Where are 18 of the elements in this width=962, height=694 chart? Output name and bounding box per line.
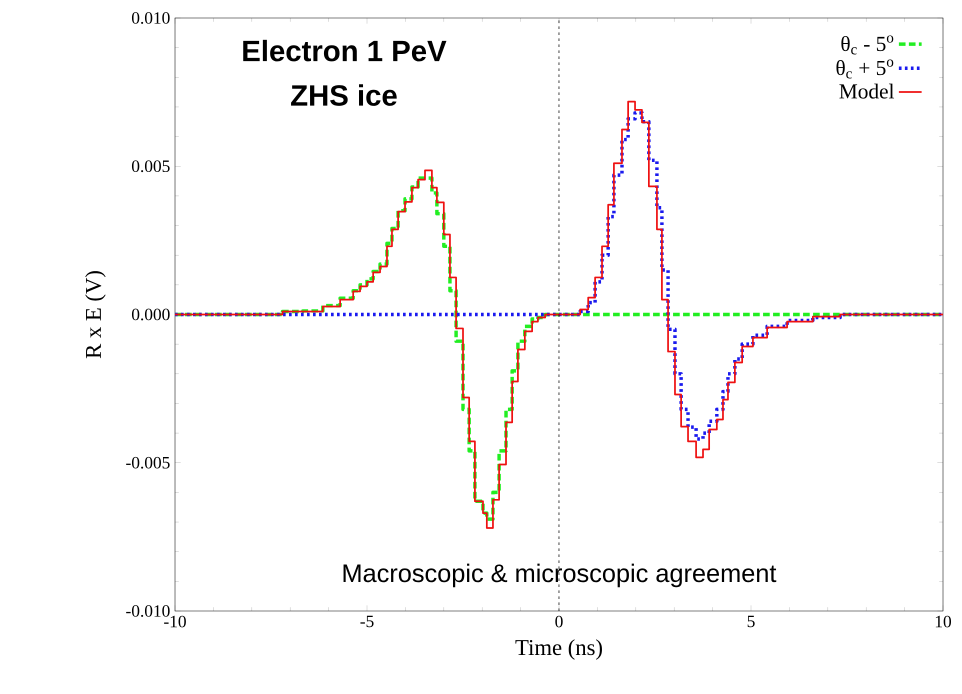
y-tick-label: 0.010 bbox=[132, 12, 170, 24]
annotation: Macroscopic & microscopic agreement bbox=[344, 564, 776, 588]
y-tick-label: 0.000 bbox=[132, 308, 170, 320]
y-axis-title: R x E (V) bbox=[85, 271, 106, 358]
x-tick-label: 5 bbox=[748, 616, 755, 628]
x-tick-label: -10 bbox=[164, 616, 186, 628]
y-tick-label: 0.005 bbox=[132, 160, 170, 172]
x-tick-label: -5 bbox=[360, 616, 374, 628]
y-tick-label: -0.005 bbox=[126, 456, 170, 469]
legend-label: Model bbox=[839, 84, 894, 99]
x-tick-label: 0 bbox=[555, 616, 563, 628]
annotation: Electron 1 PeV bbox=[243, 40, 446, 62]
y-tick-label: -0.010 bbox=[126, 605, 170, 617]
legend-label: θ$_{c}$ - 5$^{o}$ bbox=[841, 35, 894, 54]
legend-label: θ$_{c}$ + 5$^{o}$ bbox=[836, 60, 894, 79]
annotation: ZHS ice bbox=[291, 84, 397, 106]
x-axis-title: Time (ns) bbox=[515, 639, 602, 660]
x-tick-label: 10 bbox=[936, 616, 952, 628]
